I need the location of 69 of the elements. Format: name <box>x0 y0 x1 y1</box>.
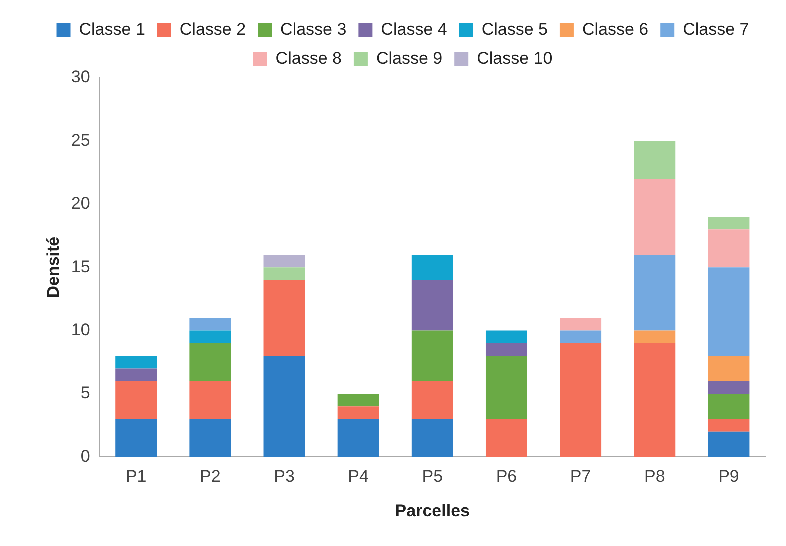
x-tick-label: P1 <box>126 467 147 486</box>
bar <box>116 356 158 369</box>
y-tick-label: 15 <box>71 257 90 276</box>
legend-label: Classe 5 <box>482 20 548 40</box>
legend-label: Classe 10 <box>477 49 553 68</box>
bar <box>486 330 528 344</box>
legend-label: Classe 9 <box>376 49 443 68</box>
bar <box>116 419 158 458</box>
y-axis-title: Densité <box>44 236 63 298</box>
x-axis-title: Parcelles <box>395 501 470 520</box>
bar <box>264 280 306 356</box>
x-tick-label: P2 <box>200 467 221 486</box>
bar <box>412 381 454 420</box>
bar <box>190 419 232 458</box>
bar <box>412 330 454 382</box>
bar <box>634 254 676 331</box>
y-tick-label: 10 <box>71 320 90 340</box>
legend-label: Classe 6 <box>582 20 649 40</box>
bar <box>190 381 232 420</box>
legend-label: Classe 3 <box>280 20 347 40</box>
bar <box>486 343 528 356</box>
legend-label: Classe 2 <box>180 20 246 40</box>
bar <box>190 330 232 344</box>
legend-label: Classe 7 <box>683 20 750 40</box>
bar <box>634 343 676 458</box>
bar <box>634 141 676 180</box>
bar <box>708 419 750 432</box>
x-tick-label: P6 <box>496 467 518 486</box>
bar <box>634 179 676 255</box>
x-tick-label: P9 <box>718 467 740 486</box>
bar <box>190 343 232 382</box>
legend-label: Classe 1 <box>79 20 146 40</box>
bar <box>708 394 750 420</box>
bar <box>486 419 528 458</box>
legend-label: Classe 8 <box>276 49 342 68</box>
bar <box>708 356 750 382</box>
bar <box>190 318 232 331</box>
y-tick-label: 25 <box>71 130 90 150</box>
bar <box>264 268 306 280</box>
bar <box>338 419 380 458</box>
bar <box>708 432 750 458</box>
y-tick-label: 30 <box>71 68 90 87</box>
y-tick-label: 5 <box>80 384 90 403</box>
legend-label: Classe 4 <box>381 20 448 40</box>
bar <box>560 330 602 344</box>
bar <box>116 381 158 420</box>
y-tick-label: 0 <box>80 446 90 466</box>
bar <box>708 268 750 356</box>
bar <box>486 356 528 420</box>
bar <box>412 254 454 280</box>
x-tick-label: P8 <box>644 467 666 486</box>
bar <box>708 381 750 394</box>
bar <box>708 230 750 268</box>
bar <box>264 356 306 458</box>
bar <box>634 330 676 344</box>
x-tick-label: P3 <box>274 467 295 486</box>
x-tick-label: P7 <box>570 467 592 486</box>
y-tick-label: 20 <box>71 194 90 214</box>
bar <box>708 217 750 230</box>
bar <box>412 280 454 331</box>
bar <box>560 318 602 331</box>
x-tick-label: P5 <box>422 467 444 486</box>
bar <box>412 419 454 458</box>
bar <box>116 368 158 382</box>
bar <box>338 394 380 407</box>
bar <box>264 254 306 268</box>
bar <box>560 343 602 458</box>
x-tick-label: P4 <box>348 467 369 486</box>
bar <box>338 406 380 420</box>
